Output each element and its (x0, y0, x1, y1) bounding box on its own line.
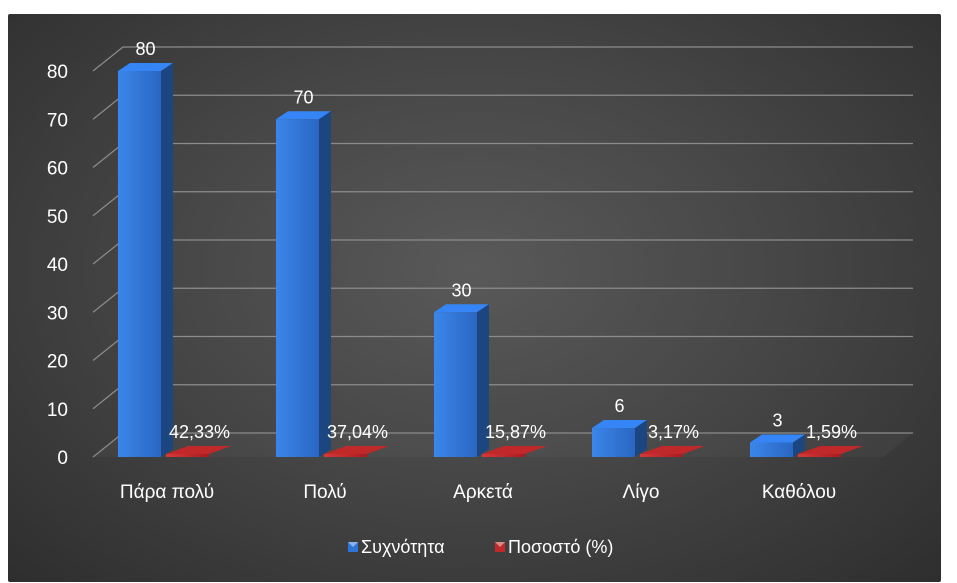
data-label-frequency: 6 (614, 396, 624, 416)
category-label: Λίγο (623, 482, 660, 503)
bar (276, 119, 319, 457)
bar-top (750, 434, 805, 443)
bar-side (161, 63, 173, 457)
bar-side (477, 304, 489, 457)
bar-side (319, 111, 331, 457)
category-label: Πολύ (303, 482, 346, 503)
data-label-frequency: 80 (135, 39, 155, 59)
gridline-diagonal (92, 46, 124, 72)
legend: Συχνότητα Ποσοστό (%) (348, 537, 613, 557)
bar (592, 428, 635, 457)
y-tick-label: 40 (47, 255, 68, 276)
category-label: Καθόλου (762, 482, 836, 503)
data-label-frequency: 30 (451, 280, 471, 300)
category-label: Αρκετά (453, 482, 513, 503)
bar-top (592, 420, 647, 429)
bar-top (640, 446, 705, 454)
chart-area: 0 10 20 30 40 50 60 70 80 80 42,33% 70 37,04% 30 15,8… (8, 14, 941, 582)
bar (798, 454, 841, 457)
chart-svg: 0 10 20 30 40 50 60 70 80 80 42,33% 70 37,04% 30 15,8… (47, 39, 913, 557)
legend-swatch (348, 542, 358, 552)
bar (482, 454, 525, 457)
y-tick-label: 70 (47, 110, 68, 131)
legend-swatch-highlight (348, 542, 358, 547)
legend-swatch (495, 542, 505, 552)
bar (640, 454, 683, 457)
legend-label: Συχνότητα (361, 537, 445, 557)
bar (750, 442, 793, 457)
data-label-percentage: 15,87% (485, 422, 546, 442)
bar-top (276, 111, 331, 120)
y-tick-label: 10 (47, 400, 68, 421)
bar-top (434, 304, 489, 313)
data-label-frequency: 70 (293, 87, 313, 107)
bar (324, 454, 367, 457)
bar-side (635, 420, 647, 457)
y-tick-label: 20 (47, 352, 68, 373)
bar-top (798, 446, 863, 454)
bar-top (324, 446, 389, 454)
legend-label: Ποσοστό (%) (508, 537, 613, 557)
data-labels: 80 42,33% 70 37,04% 30 15,87% 6 3,17% 3 1,59% (135, 39, 857, 442)
data-label-percentage: 37,04% (327, 422, 388, 442)
bar (118, 71, 161, 457)
bar (434, 312, 477, 457)
bar-top (166, 446, 231, 454)
data-label-percentage: 42,33% (169, 422, 230, 442)
bar-top (482, 446, 547, 454)
y-tick-label: 50 (47, 207, 68, 228)
category-label: Πάρα πολύ (120, 482, 214, 503)
y-axis-tick-labels: 0 10 20 30 40 50 60 70 80 (47, 62, 68, 469)
bar-top (118, 63, 173, 71)
category-labels: Πάρα πολύ Πολύ Αρκετά Λίγο Καθόλου (120, 482, 836, 503)
y-tick-label: 30 (47, 303, 68, 324)
y-tick-label: 80 (47, 62, 68, 83)
data-label-percentage: 1,59% (806, 422, 857, 442)
data-label-frequency: 3 (772, 411, 782, 431)
bar-side (793, 434, 805, 457)
y-tick-label: 0 (57, 448, 68, 469)
bar (166, 454, 209, 457)
legend-swatch-highlight (495, 542, 505, 547)
y-tick-label: 60 (47, 159, 68, 180)
data-label-percentage: 3,17% (648, 422, 699, 442)
bars (118, 63, 863, 457)
gridlines (92, 46, 913, 458)
